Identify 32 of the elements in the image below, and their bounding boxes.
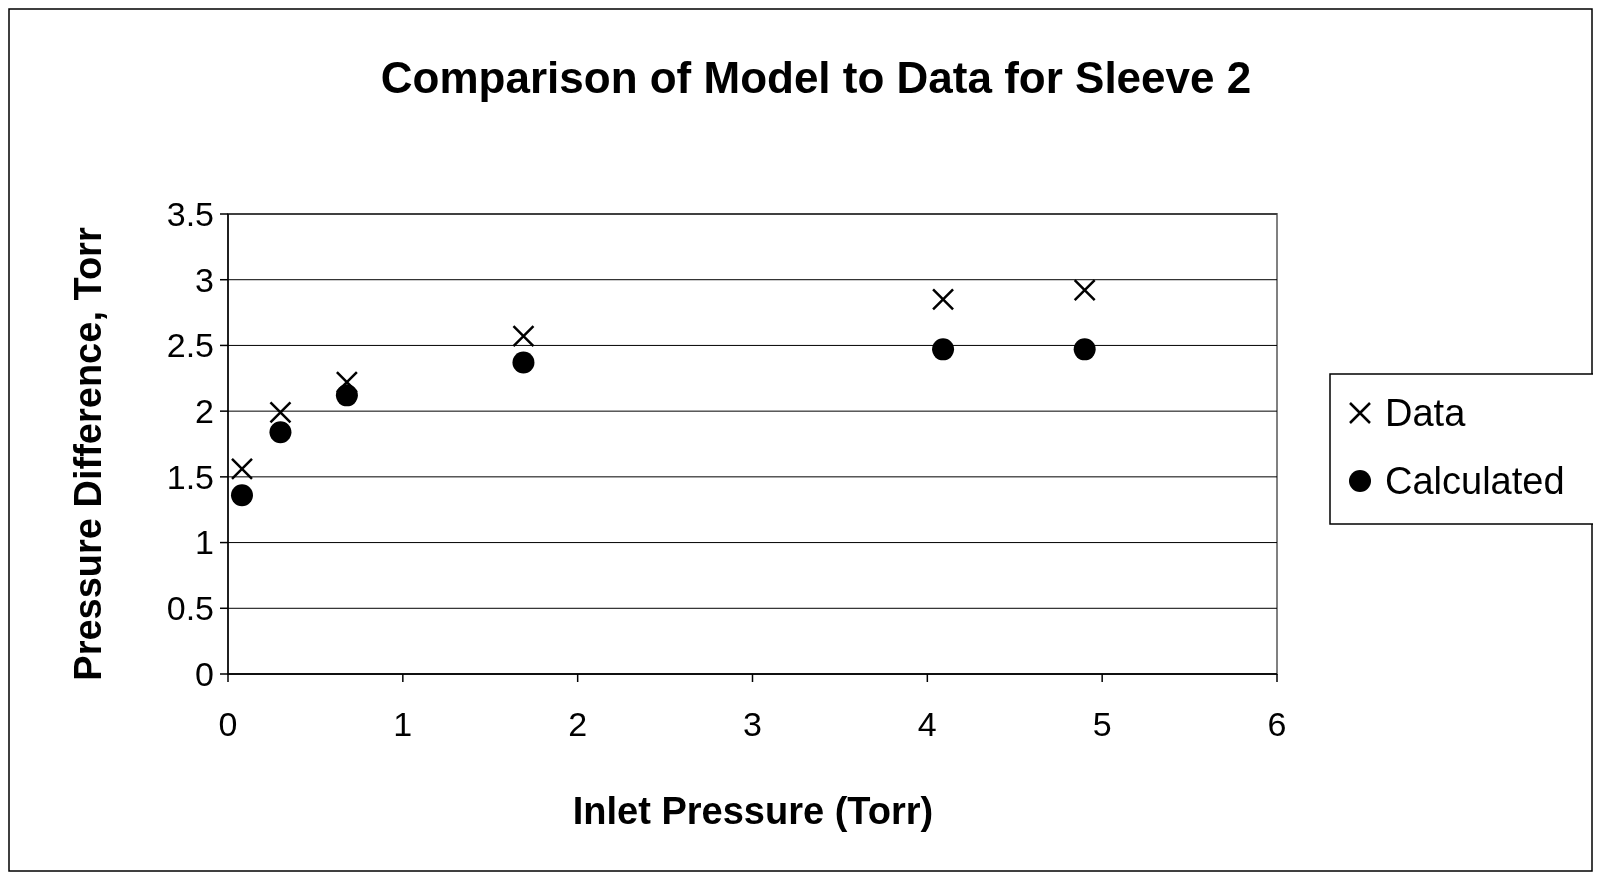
point <box>335 384 358 407</box>
point <box>1073 278 1096 302</box>
x-tick-label: 6 <box>1267 705 1287 743</box>
legend-label: Data <box>1385 392 1467 435</box>
point <box>230 484 253 507</box>
x-tick-label: 2 <box>568 705 588 743</box>
x-tick-label: 4 <box>917 705 937 743</box>
y-axis-title: Pressure Difference, Torr <box>67 227 109 681</box>
x-axis-title: Inlet Pressure (Torr) <box>572 790 934 832</box>
y-tick-label: 2 <box>195 392 214 431</box>
point <box>335 370 359 394</box>
point <box>1073 338 1096 361</box>
x-tick-label: 1 <box>393 705 413 743</box>
y-tick-label: 2.5 <box>166 326 214 365</box>
y-tick-label: 1.5 <box>166 457 214 496</box>
y-tick-label: 1 <box>195 523 214 562</box>
y-tick-label: 3.5 <box>166 194 214 233</box>
y-tick-label: 0 <box>195 654 214 693</box>
point <box>512 351 535 374</box>
point <box>269 421 292 444</box>
point <box>230 457 254 481</box>
x-tick-label: 0 <box>218 705 238 743</box>
chart-title: Comparison of Model to Data for Sleeve 2 <box>380 53 1252 102</box>
point <box>932 338 955 361</box>
x-tick-label: 5 <box>1092 705 1112 743</box>
legend-label: Calculated <box>1385 460 1565 503</box>
point <box>512 324 535 348</box>
point <box>269 401 292 424</box>
y-tick-label: 3 <box>195 260 214 299</box>
x-tick-label: 3 <box>743 705 762 743</box>
point <box>931 288 955 311</box>
y-tick-label: 0.5 <box>166 589 214 628</box>
